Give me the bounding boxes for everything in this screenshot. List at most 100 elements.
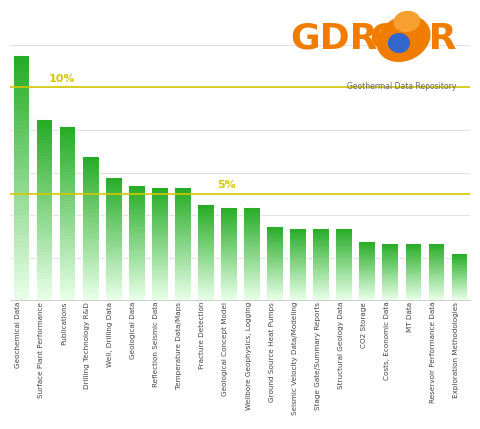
- Bar: [13, 202, 29, 206]
- Bar: [336, 240, 352, 241]
- Bar: [428, 244, 444, 245]
- Bar: [174, 216, 191, 218]
- Bar: [428, 283, 444, 284]
- Bar: [405, 260, 421, 261]
- Bar: [128, 218, 144, 220]
- Bar: [359, 282, 375, 284]
- Bar: [151, 287, 168, 289]
- Bar: [13, 182, 29, 186]
- Bar: [451, 277, 467, 278]
- Bar: [220, 251, 237, 252]
- Bar: [174, 238, 191, 240]
- Text: Geothermal Data Repository: Geothermal Data Repository: [347, 82, 456, 91]
- Bar: [128, 295, 144, 296]
- Bar: [197, 232, 214, 233]
- Bar: [359, 292, 375, 293]
- Bar: [382, 277, 398, 278]
- Bar: [266, 254, 283, 256]
- Bar: [128, 222, 144, 224]
- Bar: [105, 189, 121, 191]
- Bar: [220, 239, 237, 241]
- Bar: [82, 259, 98, 262]
- Bar: [174, 204, 191, 206]
- Bar: [82, 298, 98, 300]
- Bar: [243, 277, 260, 278]
- Bar: [312, 290, 329, 291]
- Bar: [174, 240, 191, 242]
- Bar: [451, 274, 467, 275]
- Bar: [197, 280, 214, 281]
- Bar: [36, 255, 52, 258]
- Bar: [289, 293, 306, 294]
- Bar: [451, 271, 467, 272]
- Bar: [174, 218, 191, 219]
- Bar: [128, 185, 144, 300]
- Bar: [82, 177, 98, 180]
- Bar: [105, 195, 121, 197]
- Bar: [128, 230, 144, 231]
- Bar: [105, 280, 121, 282]
- Bar: [105, 224, 121, 226]
- Bar: [13, 206, 29, 211]
- Bar: [405, 299, 421, 300]
- Bar: [336, 274, 352, 275]
- Bar: [220, 224, 237, 225]
- Bar: [13, 296, 29, 300]
- Bar: [36, 171, 52, 174]
- Bar: [151, 278, 168, 280]
- Bar: [36, 128, 52, 131]
- Bar: [36, 149, 52, 152]
- Bar: [243, 291, 260, 293]
- Bar: [151, 268, 168, 270]
- Bar: [289, 260, 306, 262]
- Bar: [220, 227, 237, 229]
- Bar: [151, 240, 168, 242]
- Bar: [428, 292, 444, 293]
- Bar: [59, 146, 75, 149]
- Bar: [243, 249, 260, 251]
- Bar: [405, 275, 421, 276]
- Bar: [105, 233, 121, 234]
- Bar: [405, 295, 421, 296]
- Bar: [197, 212, 214, 214]
- Bar: [105, 197, 121, 199]
- Bar: [405, 262, 421, 263]
- Bar: [220, 252, 237, 254]
- Bar: [13, 63, 29, 68]
- Bar: [266, 252, 283, 253]
- Bar: [174, 189, 191, 191]
- Bar: [197, 209, 214, 211]
- Bar: [266, 247, 283, 248]
- Bar: [59, 236, 75, 239]
- Bar: [359, 252, 375, 253]
- Bar: [289, 241, 306, 242]
- Bar: [428, 265, 444, 266]
- Bar: [128, 202, 144, 205]
- Bar: [59, 149, 75, 152]
- Bar: [312, 280, 329, 281]
- Bar: [428, 266, 444, 267]
- Bar: [312, 244, 329, 245]
- Bar: [266, 233, 283, 235]
- Bar: [13, 214, 29, 219]
- Bar: [128, 185, 144, 187]
- Bar: [82, 160, 98, 163]
- Bar: [266, 226, 283, 227]
- Bar: [289, 275, 306, 276]
- Bar: [36, 125, 52, 128]
- Bar: [266, 287, 283, 288]
- Bar: [266, 264, 283, 266]
- Bar: [105, 257, 121, 259]
- Bar: [13, 137, 29, 141]
- Bar: [266, 226, 283, 300]
- Bar: [359, 290, 375, 291]
- Bar: [82, 156, 98, 300]
- Bar: [289, 297, 306, 298]
- Bar: [382, 257, 398, 258]
- Bar: [174, 187, 191, 189]
- Bar: [105, 272, 121, 274]
- Bar: [128, 210, 144, 212]
- Bar: [336, 229, 352, 230]
- Bar: [13, 157, 29, 162]
- Bar: [105, 230, 121, 233]
